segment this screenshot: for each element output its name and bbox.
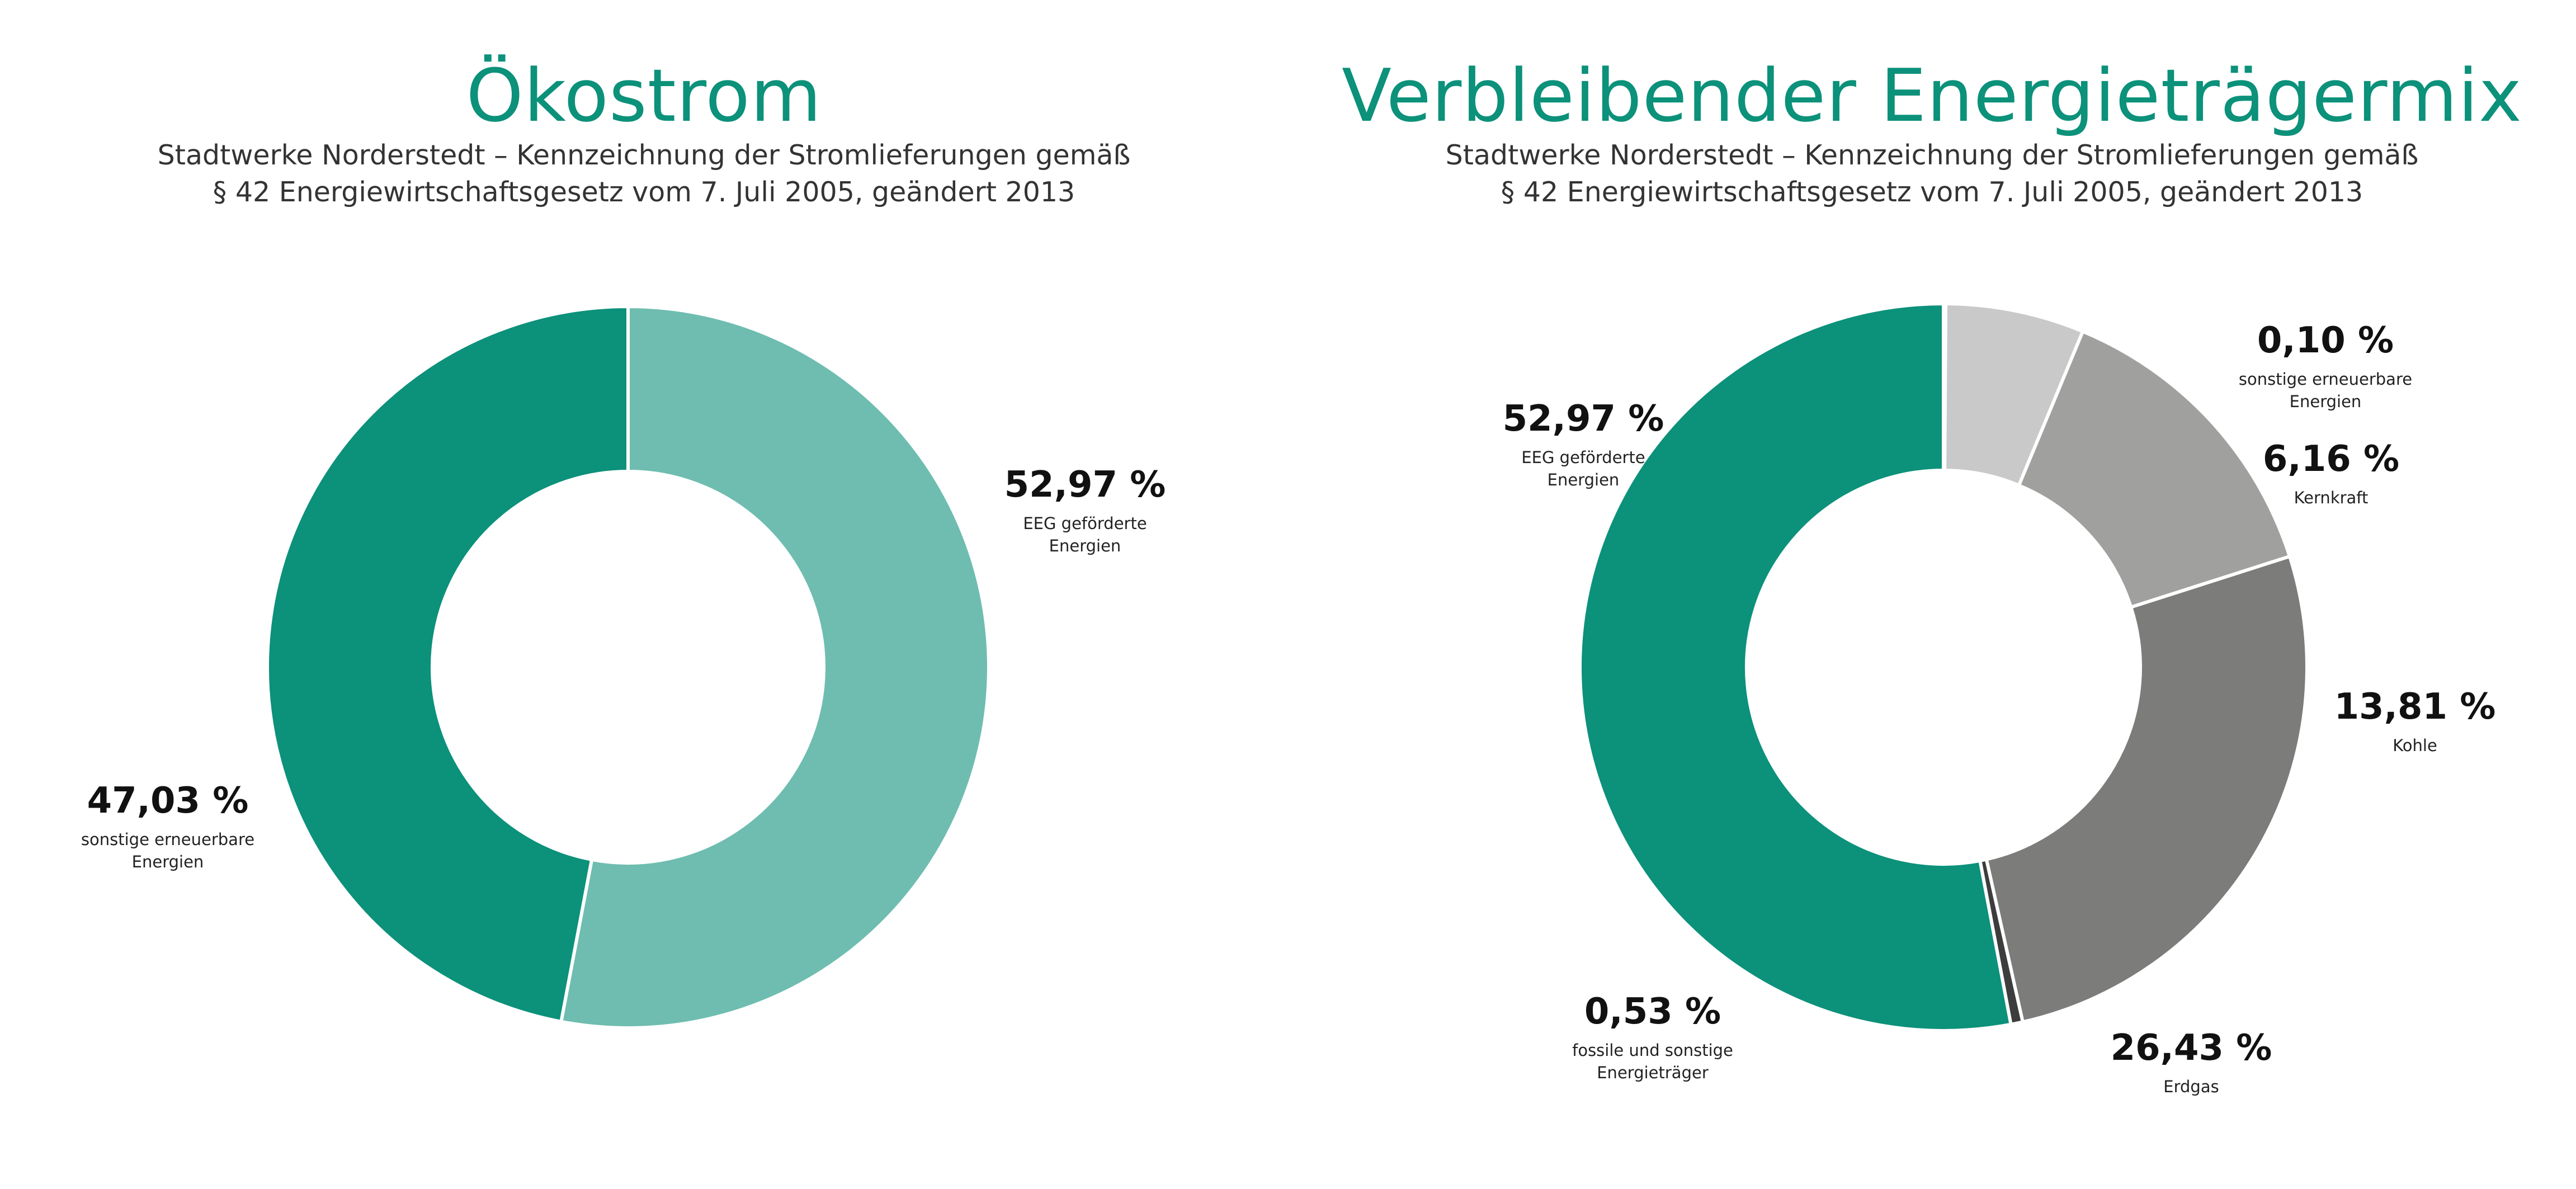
energietraegermix-donut-chart: 0,10 % sonstige erneuerbare Energien 6,16 %… bbox=[1503, 301, 2496, 1096]
chart-title: Ökostrom bbox=[466, 53, 822, 138]
slice-label: 13,81 % Kohle bbox=[2334, 686, 2496, 755]
slice-value-label: 52,97 % bbox=[1503, 398, 1664, 440]
slice-category-label: Energieträger bbox=[1597, 1063, 1709, 1082]
slice-value-label: 6,16 % bbox=[2263, 438, 2399, 480]
slice-category-label: Kohle bbox=[2393, 736, 2437, 755]
slice-label: 6,16 % Kernkraft bbox=[2263, 438, 2399, 507]
chart-subtitle: Stadtwerke Norderstedt – Kennzeichnung d… bbox=[0, 137, 1288, 211]
donut-slice bbox=[1984, 554, 2309, 1024]
slice-label: 0,53 % fossile und sonstige Energieträger bbox=[1572, 991, 1733, 1082]
energietraegermix-panel: Verbleibender Energieträgermix Stadtwerk… bbox=[1288, 0, 2576, 1189]
slice-label: 26,43 % Erdgas bbox=[2111, 1027, 2272, 1096]
slice-label: 52,97 % EEG geförderte Energien bbox=[1004, 464, 1166, 555]
donut-slice bbox=[2016, 329, 2292, 610]
slice-category-label: Energien bbox=[132, 852, 204, 871]
chart-subtitle-line-1: Stadtwerke Norderstedt – Kennzeichnung d… bbox=[157, 139, 1131, 171]
slice-category-label: fossile und sonstige bbox=[1572, 1041, 1733, 1060]
slice-label: 52,97 % EEG geförderte Energien bbox=[1503, 398, 1664, 489]
slice-category-label: Energien bbox=[1049, 536, 1121, 555]
slice-label: 0,10 % sonstige erneuerbare Energien bbox=[2239, 320, 2412, 411]
slice-value-label: 52,97 % bbox=[1004, 464, 1166, 506]
slice-value-label: 13,81 % bbox=[2334, 686, 2496, 728]
chart-title: Verbleibender Energieträgermix bbox=[1342, 53, 2522, 138]
slice-value-label: 0,10 % bbox=[2257, 320, 2394, 361]
slice-category-label: EEG geförderte bbox=[1521, 448, 1645, 467]
slice-category-label: Energien bbox=[1548, 470, 1620, 489]
chart-subtitle-line-1: Stadtwerke Norderstedt – Kennzeichnung d… bbox=[1445, 139, 2419, 171]
chart-subtitle-line-2: § 42 Energiewirtschaftsgesetz vom 7. Jul… bbox=[1501, 176, 2363, 208]
slice-category-label: Kernkraft bbox=[2294, 488, 2369, 507]
slice-value-label: 47,03 % bbox=[87, 780, 249, 822]
slice-value-label: 26,43 % bbox=[2111, 1027, 2272, 1069]
slice-category-label: EEG geförderte bbox=[1023, 514, 1147, 533]
donut-slice bbox=[266, 304, 630, 1024]
donut-slice bbox=[1578, 301, 2013, 1032]
slice-category-label: Erdgas bbox=[2163, 1077, 2219, 1096]
oekostrom-panel: Ökostrom Stadtwerke Norderstedt – Kennze… bbox=[0, 53, 1288, 1030]
chart-subtitle-line-2: § 42 Energiewirtschaftsgesetz vom 7. Jul… bbox=[213, 176, 1075, 208]
slice-value-label: 0,53 % bbox=[1584, 991, 1721, 1032]
oekostrom-donut-chart: 52,97 % EEG geförderte Energien 47,03 % sons… bbox=[81, 304, 1166, 1030]
slice-category-label: sonstige erneuerbare bbox=[81, 830, 254, 849]
slice-category-label: Energien bbox=[2290, 392, 2362, 411]
slice-category-label: sonstige erneuerbare bbox=[2239, 370, 2412, 389]
donut-slice bbox=[559, 304, 990, 1030]
chart-subtitle: Stadtwerke Norderstedt – Kennzeichnung d… bbox=[1288, 137, 2576, 211]
slice-label: 47,03 % sonstige erneuerbare Energien bbox=[81, 780, 254, 871]
